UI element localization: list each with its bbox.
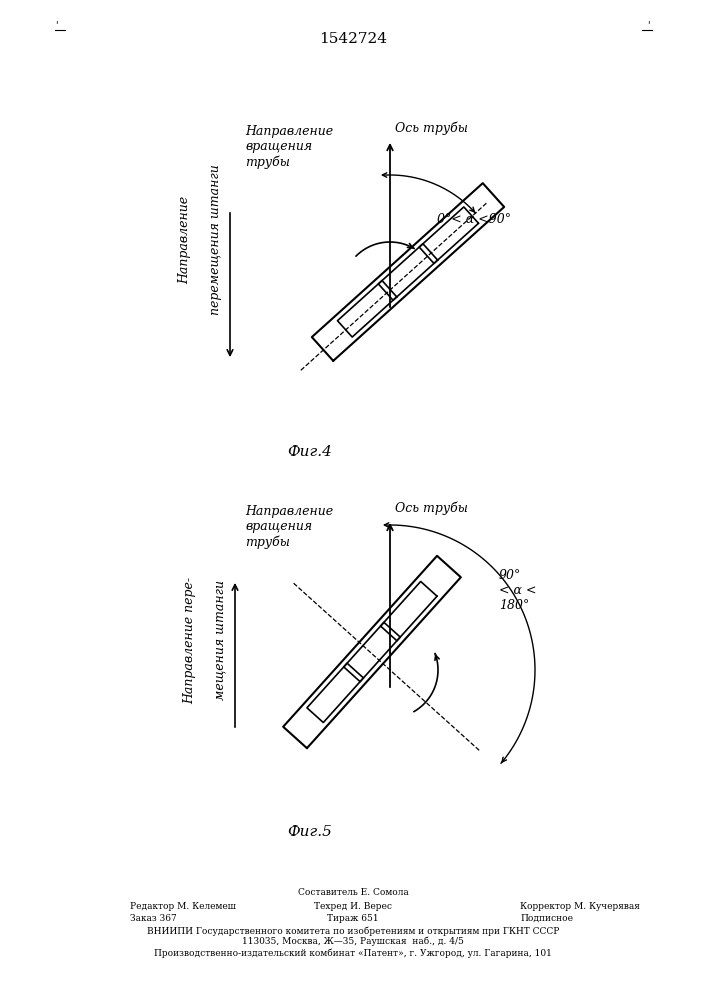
Text: Подписное: Подписное [520,914,573,923]
Text: мещения штанги: мещения штанги [214,580,226,700]
Text: ': ' [647,20,650,30]
Text: 0°< α <90°: 0°< α <90° [437,213,511,226]
Text: Направление пере-: Направление пере- [184,576,197,704]
Text: Составитель Е. Сомола: Составитель Е. Сомола [298,888,409,897]
Text: Ось трубы: Ось трубы [395,121,468,135]
Text: 90°
< α <
180°: 90° < α < 180° [498,569,536,612]
Text: ВНИИПИ Государственного комитета по изобретениям и открытиям при ГКНТ СССР: ВНИИПИ Государственного комитета по изоб… [147,926,559,936]
Text: Фиг.4: Фиг.4 [288,445,332,459]
Text: перемещения штанги: перемещения штанги [209,165,221,315]
Text: Производственно-издательский комбинат «Патент», г. Ужгород, ул. Гагарина, 101: Производственно-издательский комбинат «П… [154,948,552,958]
Text: Редактор М. Келемеш: Редактор М. Келемеш [130,902,236,911]
Text: 113035, Москва, Ж—35, Раушская  наб., д. 4/5: 113035, Москва, Ж—35, Раушская наб., д. … [242,937,464,946]
Text: Фиг.5: Фиг.5 [288,825,332,839]
Text: Направление
вращения
трубы: Направление вращения трубы [245,125,333,169]
Text: Ось трубы: Ось трубы [395,502,468,515]
Text: Корректор М. Кучерявая: Корректор М. Кучерявая [520,902,640,911]
Text: Заказ 367: Заказ 367 [130,914,177,923]
Text: Направление: Направление [178,196,192,284]
Text: 1542724: 1542724 [319,32,387,46]
Text: Направление
вращения
трубы: Направление вращения трубы [245,505,333,549]
Text: Тираж 651: Тираж 651 [327,914,379,923]
Text: Техред И. Верес: Техред И. Верес [314,902,392,911]
Text: ': ' [55,20,57,30]
